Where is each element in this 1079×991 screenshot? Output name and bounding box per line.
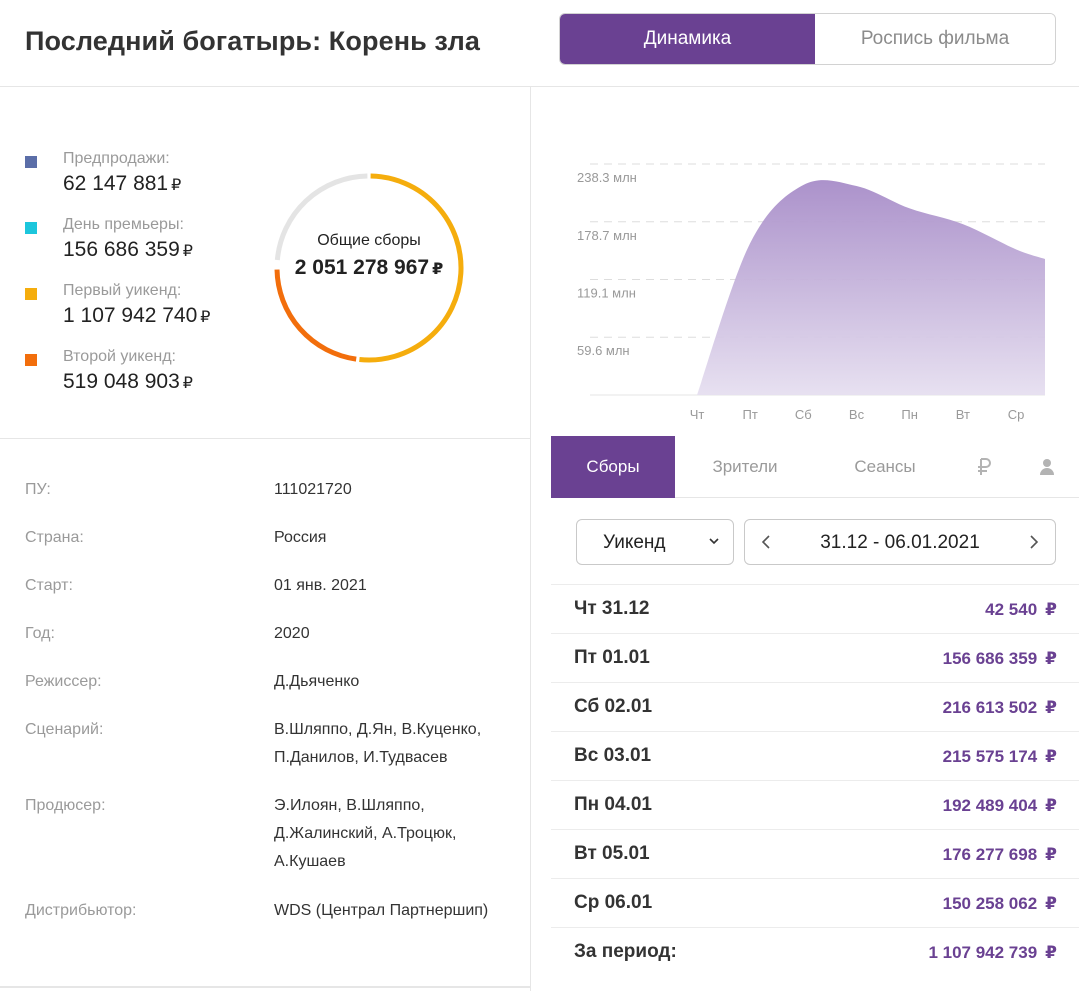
total-label: За период: [574, 941, 677, 962]
total-donut-chart [274, 173, 464, 363]
row-amount: 42 540 ₽ [985, 600, 1057, 619]
period-select[interactable]: Уикенд [576, 519, 734, 565]
table-row: Пн 04.01 192 489 404 ₽ [551, 780, 1079, 829]
legend-swatch [25, 354, 37, 366]
info-key: Продюсер: [25, 797, 106, 814]
info-value: 2020 [274, 625, 310, 642]
tab-revenue[interactable]: Сборы [551, 436, 675, 498]
row-day: Сб 02.01 [574, 696, 653, 717]
info-key: Год: [25, 625, 55, 642]
info-key: Дистрибьютор: [25, 902, 137, 919]
info-value: Россия [274, 529, 327, 546]
row-day: Пн 04.01 [574, 794, 652, 815]
bottom-divider [0, 986, 530, 988]
row-day: Чт 31.12 [574, 598, 650, 619]
row-amount: 150 258 062 ₽ [942, 894, 1057, 913]
date-range-picker: 31.12 - 06.01.2021 [744, 519, 1056, 565]
view-switcher: Динамика Роспись фильма [559, 13, 1056, 65]
date-range-text: 31.12 - 06.01.2021 [820, 532, 980, 553]
daily-box-office-chart: 59.6 млн 119.1 млн 178.7 млн 238.3 млн Чт Пт… [577, 163, 1045, 422]
donut-segment-first-weekend [359, 173, 464, 363]
x-tick-label: Вт [956, 407, 970, 422]
info-value: 01 янв. 2021 [274, 577, 367, 594]
info-key: ПУ: [25, 481, 51, 498]
legend-label: День премьеры: [63, 216, 184, 233]
info-key: Старт: [25, 577, 73, 594]
section-divider [0, 438, 530, 439]
row-amount: 192 489 404 ₽ [942, 796, 1057, 815]
table-row: Вт 05.01 176 277 698 ₽ [551, 829, 1079, 878]
tab-film-schedule[interactable]: Роспись фильма [815, 14, 1055, 64]
x-tick-label: Вс [849, 407, 865, 422]
y-tick-label: 119.1 млн [577, 286, 636, 301]
legend-value: 1 107 942 740 ₽ [63, 304, 211, 327]
period-select-value: Уикенд [603, 532, 666, 553]
tab-dynamics[interactable]: Динамика [560, 14, 815, 64]
legend-swatch [25, 222, 37, 234]
ruble-icon[interactable] [955, 436, 1015, 498]
info-value: WDS (Централ Партнершип) [274, 902, 489, 919]
info-value: 111021720 [274, 481, 352, 498]
page-title: Последний богатырь: Корень зла [25, 26, 480, 56]
y-tick-label: 178.7 млн [577, 228, 637, 243]
row-amount: 176 277 698 ₽ [942, 845, 1057, 864]
x-tick-label: Чт [690, 407, 705, 422]
table-total-row: За период: 1 107 942 739 ₽ [551, 927, 1079, 976]
y-tick-label: 59.6 млн [577, 343, 630, 358]
donut-label: Общие сборы [317, 232, 421, 249]
row-day: Вс 03.01 [574, 745, 652, 766]
row-day: Вт 05.01 [574, 843, 650, 864]
donut-segment-second-weekend [274, 269, 357, 362]
info-value: Д.Дьяченко [274, 673, 360, 690]
table-row: Чт 31.12 42 540 ₽ [551, 584, 1079, 633]
info-value: Э.Илоян, В.Шляппо, Д.Жалинский, А.Троцюк… [274, 797, 457, 870]
legend-label: Предпродажи: [63, 150, 170, 167]
x-tick-label: Пн [901, 407, 918, 422]
column-divider [530, 87, 531, 991]
daily-revenue-table: Чт 31.12 42 540 ₽ Пт 01.01 156 686 359 ₽ С… [551, 584, 1079, 976]
table-row: Сб 02.01 216 613 502 ₽ [551, 682, 1079, 731]
legend-label: Первый уикенд: [63, 282, 182, 299]
x-tick-label: Сб [795, 407, 812, 422]
row-amount: 216 613 502 ₽ [942, 698, 1057, 717]
info-value: В.Шляппо, Д.Ян, В.Куценко, П.Данилов, И.… [274, 721, 482, 766]
tab-sessions[interactable]: Сеансы [854, 457, 916, 476]
table-row: Вс 03.01 215 575 174 ₽ [551, 731, 1079, 780]
header: Последний богатырь: Корень зла Динамика … [0, 0, 1079, 87]
tab-viewers[interactable]: Зрители [712, 457, 778, 476]
table-row: Ср 06.01 150 258 062 ₽ [551, 878, 1079, 927]
info-key: Режиссер: [25, 673, 102, 690]
legend-label: Второй уикенд: [63, 348, 176, 365]
legend-value: 62 147 881 ₽ [63, 172, 182, 195]
row-amount: 156 686 359 ₽ [942, 649, 1057, 668]
chevron-right-icon[interactable] [1019, 528, 1047, 556]
person-icon[interactable] [1015, 436, 1079, 498]
donut-segment-remaining [274, 173, 368, 261]
chevron-down-icon [709, 538, 719, 545]
legend-value: 156 686 359 ₽ [63, 238, 193, 261]
info-key: Страна: [25, 529, 84, 546]
metric-tabs: Сборы Зрители Сеансы [551, 436, 1079, 498]
x-tick-label: Пт [743, 407, 758, 422]
row-day: Пт 01.01 [574, 647, 650, 668]
legend-swatch [25, 288, 37, 300]
x-tick-label: Ср [1008, 407, 1025, 422]
legend-value: 519 048 903 ₽ [63, 370, 193, 393]
y-tick-label: 238.3 млн [577, 170, 637, 185]
donut-value: 2 051 278 967 ₽ [294, 256, 444, 279]
row-amount: 215 575 174 ₽ [942, 747, 1057, 766]
row-day: Ср 06.01 [574, 892, 653, 913]
table-row: Пт 01.01 156 686 359 ₽ [551, 633, 1079, 682]
total-amount: 1 107 942 739 ₽ [928, 943, 1057, 962]
revenue-area-series [697, 180, 1045, 395]
legend-swatch [25, 156, 37, 168]
info-key: Сценарий: [25, 721, 104, 738]
chevron-left-icon[interactable] [753, 528, 781, 556]
